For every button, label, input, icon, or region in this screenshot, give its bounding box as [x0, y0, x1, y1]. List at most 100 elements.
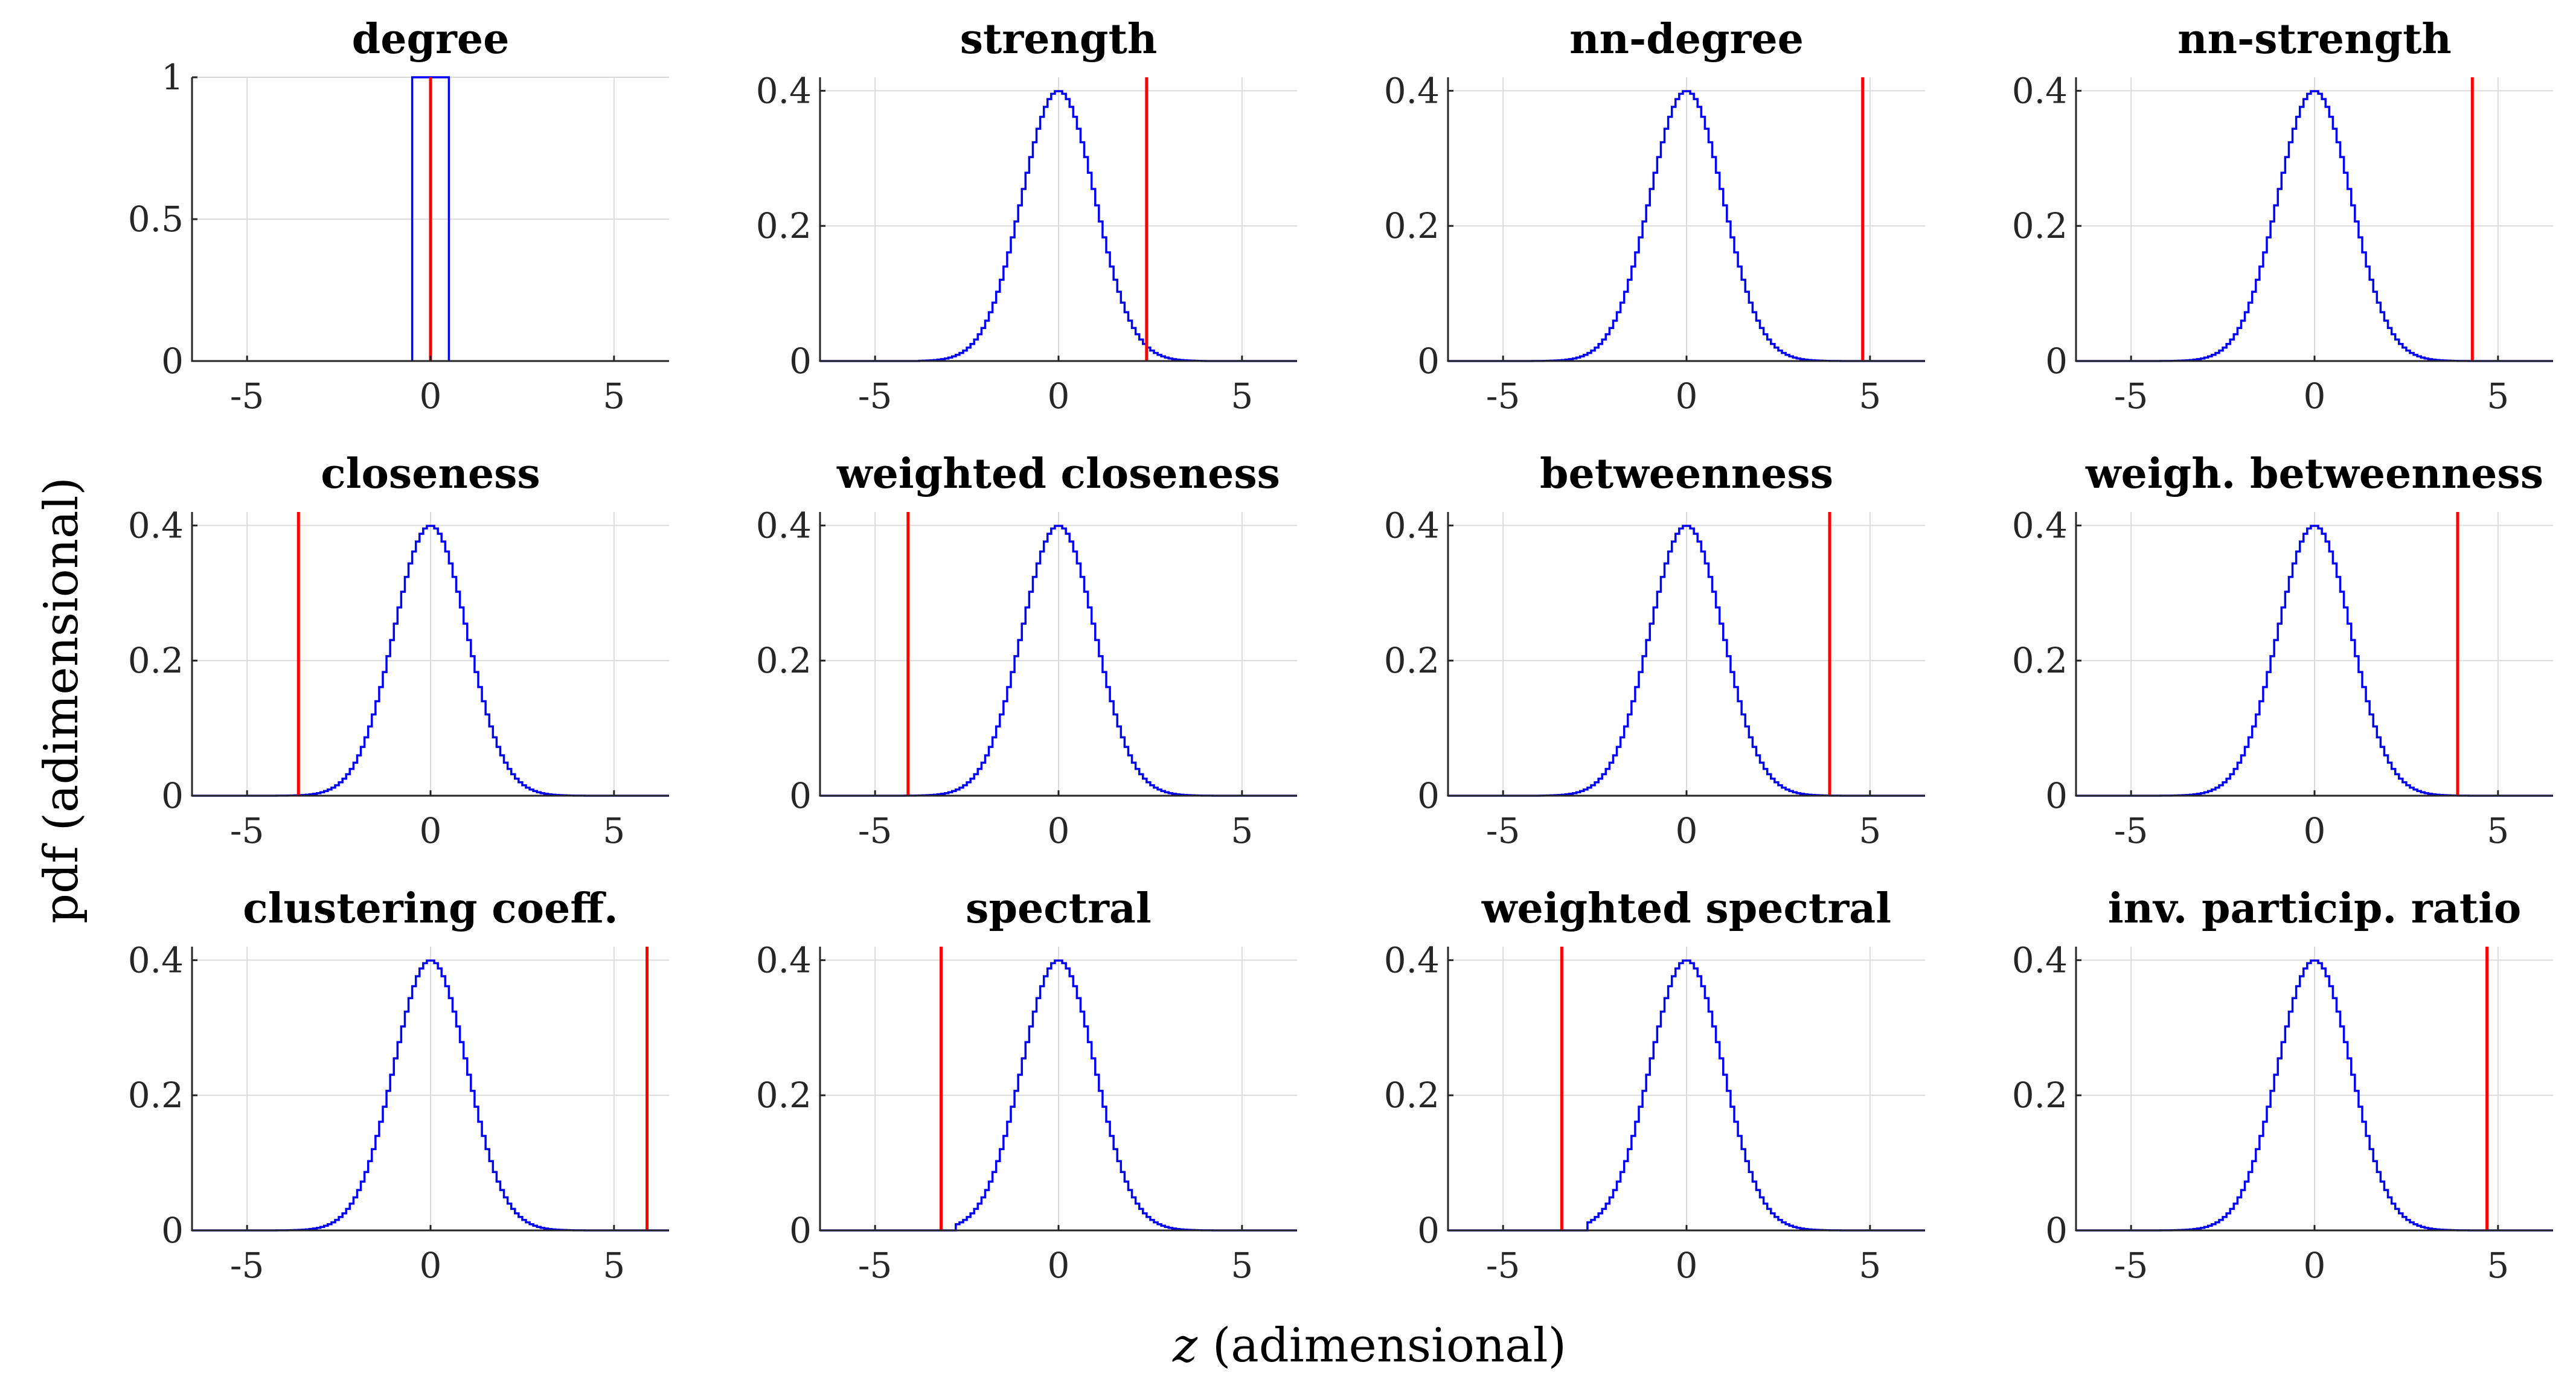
x-tick-label: 0 [1048, 1245, 1070, 1286]
y-tick-label: 0 [2045, 775, 2068, 816]
subplot-title: inv. particip. ratio [2108, 884, 2522, 933]
subplot-nn-strength: -5 0 5 0 0.2 0.4 nn-strength [2012, 15, 2553, 417]
histogram-series [2076, 525, 2553, 797]
y-tick-label: 0 [789, 775, 812, 816]
y-tick-label: 0.2 [1384, 640, 1440, 681]
y-tick-label: 0 [789, 341, 812, 382]
x-tick-label: 0 [1048, 810, 1070, 851]
subplot-title: weighted spectral [1481, 884, 1891, 933]
subplot-title: closeness [321, 450, 540, 498]
x-tick-label: 0 [420, 376, 442, 417]
x-tick-label: 0 [420, 810, 442, 851]
y-tick-label: 0.4 [756, 70, 812, 111]
y-tick-label: 0 [2045, 341, 2068, 382]
x-tick-label: 5 [2487, 376, 2509, 417]
histogram-series [192, 525, 669, 797]
x-tick-label: 5 [2487, 1245, 2509, 1286]
y-tick-label: 0.4 [1384, 70, 1440, 111]
subplot-closeness: -5 0 5 0 0.2 0.4 closeness [128, 450, 669, 851]
subplot-clustering-coeff-: -5 0 5 0 0.2 0.4 clustering coeff. [128, 884, 669, 1286]
x-tick-label: -5 [1486, 376, 1520, 417]
subplot-title: strength [960, 15, 1158, 63]
y-tick-label: 0 [1417, 341, 1440, 382]
x-tick-label: -5 [858, 1245, 892, 1286]
x-tick-label: -5 [230, 810, 264, 851]
subplot-title: weigh. betweenness [2085, 450, 2543, 498]
histogram-series [1448, 525, 1925, 797]
y-tick-label: 0 [1417, 775, 1440, 816]
subplot-title: nn-degree [1569, 15, 1804, 63]
y-tick-label: 0.4 [1384, 505, 1440, 546]
histogram-series [2076, 90, 2553, 362]
subplot-grid: -5 0 5 0 0.5 1 degree -5 0 5 0 0.2 0.4 strength -5 0 5 0 0… [128, 15, 2553, 1286]
x-tick-label: 5 [1859, 376, 1881, 417]
y-tick-label: 0.4 [2012, 505, 2068, 546]
y-tick-label: 0 [2045, 1210, 2068, 1251]
y-tick-label: 0.2 [1384, 205, 1440, 246]
subplot-title: clustering coeff. [243, 884, 618, 933]
x-tick-label: 5 [603, 1245, 625, 1286]
subplot-nn-degree: -5 0 5 0 0.2 0.4 nn-degree [1384, 15, 1925, 417]
y-tick-label: 0.2 [2012, 1075, 2068, 1116]
x-tick-label: 0 [1676, 810, 1698, 851]
y-tick-label: 0 [789, 1210, 812, 1251]
x-tick-label: 5 [2487, 810, 2509, 851]
y-tick-label: 0.5 [128, 199, 184, 240]
y-tick-label: 0.2 [756, 640, 812, 681]
x-tick-label: 0 [2304, 376, 2326, 417]
y-tick-label: 0 [1417, 1210, 1440, 1251]
subplot-title: degree [352, 15, 510, 63]
y-tick-label: 0.2 [1384, 1075, 1440, 1116]
x-label-variable: z [1172, 1319, 1198, 1373]
histogram-series [2076, 959, 2553, 1232]
x-tick-label: 5 [603, 376, 625, 417]
x-tick-label: 0 [2304, 1245, 2326, 1286]
y-tick-label: 0.4 [2012, 939, 2068, 980]
x-tick-label: 5 [1859, 1245, 1881, 1286]
x-tick-label: -5 [2114, 810, 2148, 851]
subplot-weigh-betweenness: -5 0 5 0 0.2 0.4 weigh. betweenness [2012, 450, 2553, 851]
y-tick-label: 1 [161, 57, 184, 98]
subplot-degree: -5 0 5 0 0.5 1 degree [128, 15, 669, 417]
y-tick-label: 0.2 [2012, 205, 2068, 246]
x-tick-label: 5 [1859, 810, 1881, 851]
figure-y-label: pdf (adimensional) [34, 477, 89, 924]
x-tick-label: 5 [603, 810, 625, 851]
x-tick-label: -5 [230, 1245, 264, 1286]
figure-x-label: z (adimensional) [1172, 1319, 1566, 1373]
y-tick-label: 0 [161, 341, 184, 382]
subplot-spectral: -5 0 5 0 0.2 0.4 spectral [756, 884, 1297, 1286]
x-tick-label: -5 [230, 376, 264, 417]
x-label-unit: (adimensional) [1197, 1319, 1566, 1373]
x-tick-label: 0 [420, 1245, 442, 1286]
y-tick-label: 0.4 [756, 939, 812, 980]
subplot-title: spectral [966, 884, 1152, 933]
subplot-title: nn-strength [2177, 15, 2452, 63]
y-tick-label: 0.2 [128, 640, 184, 681]
x-tick-label: -5 [1486, 1245, 1520, 1286]
x-tick-label: 0 [1676, 1245, 1698, 1286]
y-tick-label: 0 [161, 1210, 184, 1251]
subplot-betweenness: -5 0 5 0 0.2 0.4 betweenness [1384, 450, 1925, 851]
x-tick-label: 5 [1231, 1245, 1253, 1286]
y-tick-label: 0.4 [1384, 939, 1440, 980]
histogram-series [192, 959, 669, 1232]
x-tick-label: 5 [1231, 810, 1253, 851]
y-tick-label: 0.2 [128, 1075, 184, 1116]
subplot-title: weighted closeness [836, 450, 1280, 498]
x-tick-label: -5 [858, 376, 892, 417]
x-tick-label: 0 [2304, 810, 2326, 851]
x-tick-label: 0 [1676, 376, 1698, 417]
x-tick-label: 0 [1048, 376, 1070, 417]
y-tick-label: 0.4 [756, 505, 812, 546]
x-tick-label: -5 [2114, 376, 2148, 417]
histogram-series [820, 90, 1297, 362]
x-tick-label: 5 [1231, 376, 1253, 417]
x-tick-label: -5 [2114, 1245, 2148, 1286]
y-tick-label: 0.4 [128, 505, 184, 546]
subplot-strength: -5 0 5 0 0.2 0.4 strength [756, 15, 1297, 417]
y-tick-label: 0 [161, 775, 184, 816]
x-tick-label: -5 [1486, 810, 1520, 851]
